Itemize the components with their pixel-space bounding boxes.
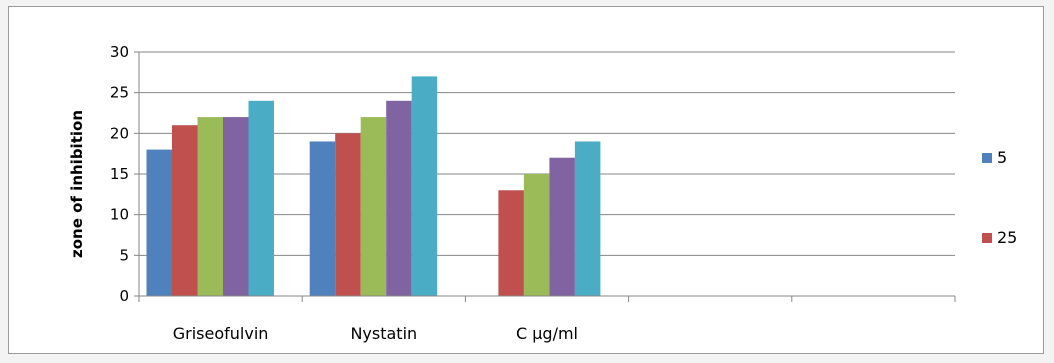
y-tick-label: 25 bbox=[110, 84, 129, 102]
legend-swatch bbox=[982, 233, 992, 243]
y-tick-label: 5 bbox=[119, 246, 129, 264]
legend-swatch bbox=[982, 153, 992, 163]
chart-frame: 0 5 10 15 20 25 30 Griseofulvin Nystatin C µg/ml… bbox=[8, 6, 1044, 354]
chart-svg: 0 5 10 15 20 25 30 Griseofulvin Nystatin C µg/ml… bbox=[68, 43, 1017, 343]
legend-label: 5 bbox=[997, 148, 1007, 167]
bar bbox=[523, 174, 550, 296]
legend-label: 25 bbox=[997, 228, 1017, 247]
category-label: Griseofulvin bbox=[173, 324, 269, 343]
y-tick-label: 10 bbox=[110, 206, 129, 224]
bar bbox=[172, 125, 198, 296]
bar bbox=[309, 141, 336, 296]
category-label: Nystatin bbox=[350, 324, 417, 343]
bar bbox=[360, 117, 387, 296]
bar bbox=[574, 141, 601, 296]
bar bbox=[197, 117, 223, 296]
bar bbox=[549, 157, 575, 296]
bar bbox=[335, 133, 361, 296]
bar bbox=[248, 100, 274, 296]
y-tick-labels: 0 5 10 15 20 25 30 bbox=[110, 43, 129, 305]
y-tick-label: 0 bbox=[119, 287, 129, 305]
bar bbox=[411, 76, 438, 297]
y-tick-label: 15 bbox=[110, 165, 129, 183]
bar bbox=[386, 100, 412, 296]
category-labels: Griseofulvin Nystatin C µg/ml bbox=[173, 324, 578, 343]
y-axis-title: zone of inhibition bbox=[68, 110, 86, 258]
bars bbox=[146, 76, 601, 297]
bar bbox=[146, 149, 172, 296]
y-tick-label: 20 bbox=[110, 124, 129, 142]
legend: 5 25 bbox=[982, 148, 1017, 247]
bar bbox=[498, 190, 524, 296]
axes bbox=[134, 51, 956, 302]
bar bbox=[223, 117, 249, 296]
y-tick-label: 30 bbox=[110, 43, 129, 61]
category-label: C µg/ml bbox=[516, 324, 578, 343]
